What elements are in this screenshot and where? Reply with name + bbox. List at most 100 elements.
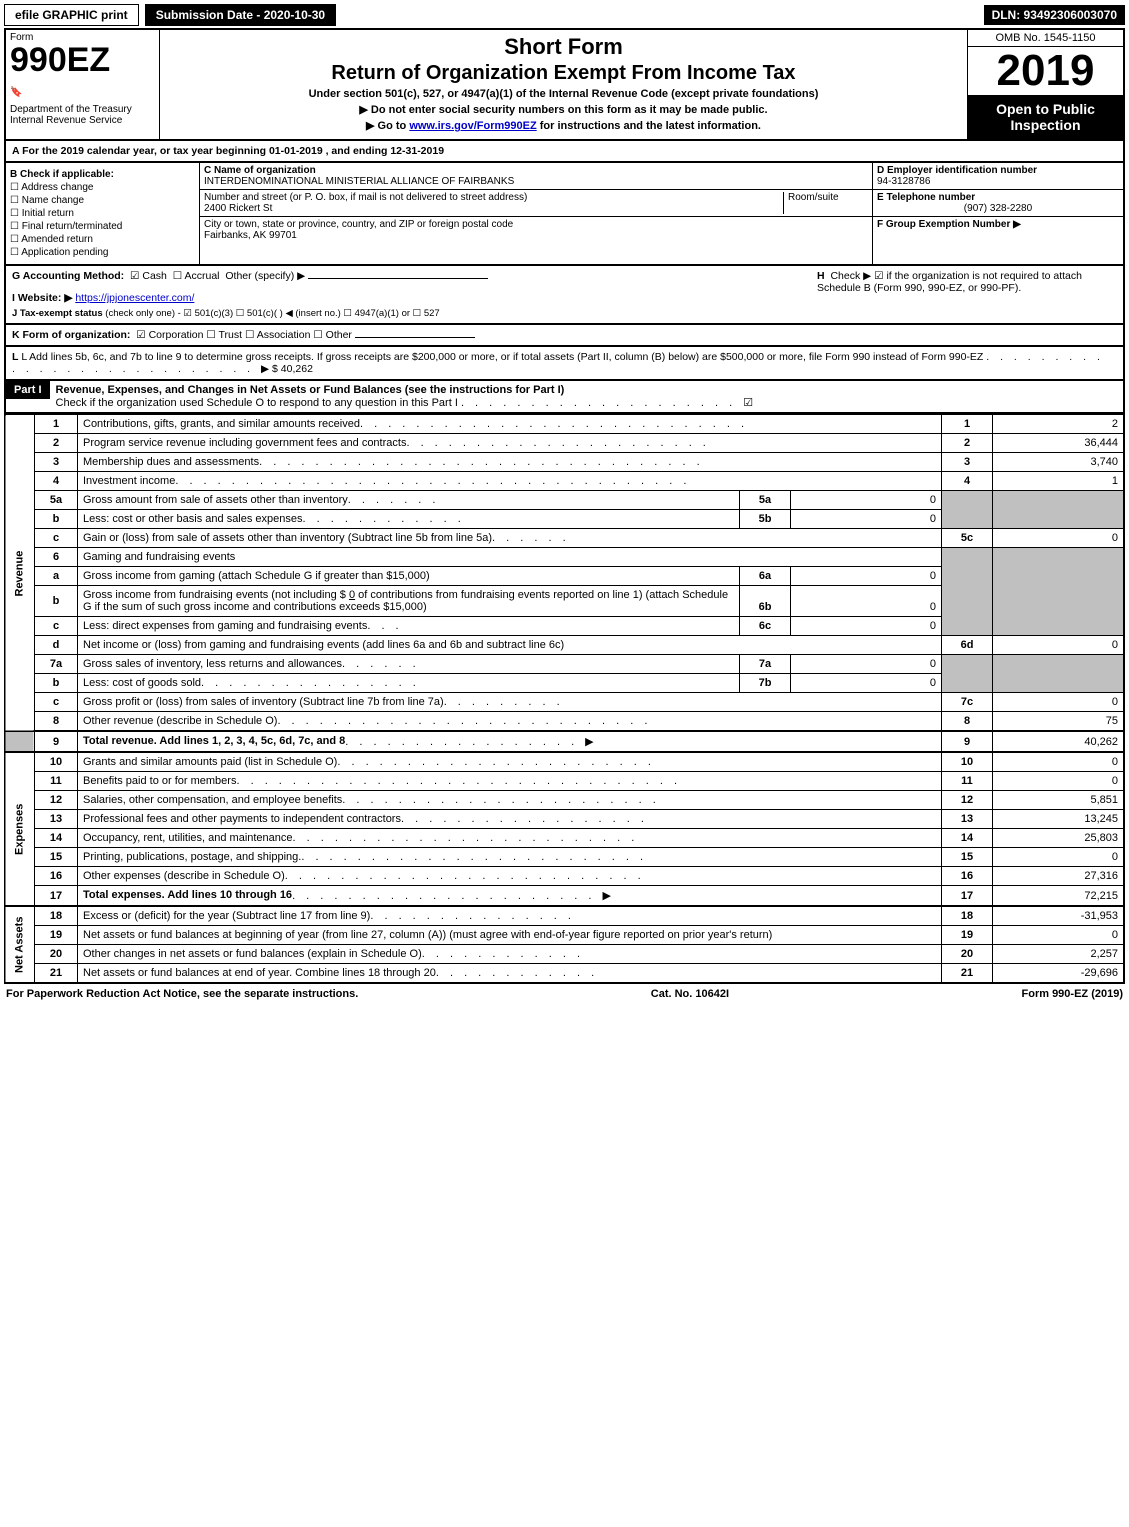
table-row: c Gross profit or (loss) from sales of i… <box>5 693 1124 712</box>
table-row: Revenue 1 Contributions, gifts, grants, … <box>5 415 1124 434</box>
c-city-label: City or town, state or province, country… <box>204 219 868 230</box>
room-suite-label: Room/suite <box>783 192 868 214</box>
form-number: 990EZ <box>10 43 155 77</box>
form-header: Form 990EZ 🔖 Department of the Treasury … <box>4 28 1125 141</box>
part-1-header: Part I Revenue, Expenses, and Changes in… <box>4 381 1125 414</box>
table-row: 4 Investment income. . . . . . . . . . .… <box>5 472 1124 491</box>
box-f-label: F Group Exemption Number ▶ <box>877 219 1021 230</box>
table-row: 20 Other changes in net assets or fund b… <box>5 945 1124 964</box>
section-expenses-label: Expenses <box>5 752 35 906</box>
table-row: 15 Printing, publications, postage, and … <box>5 848 1124 867</box>
ein-value: 94-3128786 <box>877 176 1119 187</box>
line-8-amount: 75 <box>993 712 1125 732</box>
dln-badge: DLN: 93492306003070 <box>984 5 1125 25</box>
tax-year: 2019 <box>968 47 1123 95</box>
table-row: 14 Occupancy, rent, utilities, and maint… <box>5 829 1124 848</box>
check-name-change[interactable]: ☐ Name change <box>10 195 195 206</box>
table-row: 9 Total revenue. Add lines 1, 2, 3, 4, 5… <box>5 731 1124 752</box>
line-17-amount: 72,215 <box>993 886 1125 907</box>
table-row: Net Assets 18 Excess or (deficit) for th… <box>5 906 1124 926</box>
line-1-amount: 2 <box>993 415 1125 434</box>
line-6b-amount: 0 <box>791 586 942 617</box>
goto-prefix: ▶ Go to <box>366 120 409 132</box>
efile-print-button[interactable]: efile GRAPHIC print <box>4 4 139 26</box>
irs-label: Internal Revenue Service <box>10 115 155 126</box>
website-link[interactable]: https://jpjonescenter.com/ <box>75 292 194 304</box>
check-application-pending[interactable]: ☐ Application pending <box>10 247 195 258</box>
org-name: INTERDENOMINATIONAL MINISTERIAL ALLIANCE… <box>204 176 868 187</box>
line-13-amount: 13,245 <box>993 810 1125 829</box>
schedule-o-checkbox[interactable]: ☑ <box>743 397 753 409</box>
table-row: 2 Program service revenue including gove… <box>5 434 1124 453</box>
paperwork-notice: For Paperwork Reduction Act Notice, see … <box>6 988 358 1000</box>
org-street: 2400 Rickert St <box>204 203 272 214</box>
line-11-amount: 0 <box>993 772 1125 791</box>
table-row: 13 Professional fees and other payments … <box>5 810 1124 829</box>
line-12-amount: 5,851 <box>993 791 1125 810</box>
box-k: K Form of organization: ☑ Corporation ☐ … <box>4 325 1125 347</box>
table-row: 7a Gross sales of inventory, less return… <box>5 655 1124 674</box>
omb-number: OMB No. 1545-1150 <box>968 30 1123 47</box>
box-b-title: B Check if applicable: <box>10 169 195 180</box>
check-amended-return[interactable]: ☐ Amended return <box>10 234 195 245</box>
box-g: G Accounting Method: ☑ Cash ☐ Accrual Ot… <box>12 270 807 282</box>
right-cell: OMB No. 1545-1150 2019 Open to Public In… <box>967 30 1123 139</box>
no-ssn-note: ▶ Do not enter social security numbers o… <box>168 103 959 116</box>
table-row: 5a Gross amount from sale of assets othe… <box>5 491 1124 510</box>
check-final-return[interactable]: ☐ Final return/terminated <box>10 221 195 232</box>
table-row: 11 Benefits paid to or for members. . . … <box>5 772 1124 791</box>
table-row: 16 Other expenses (describe in Schedule … <box>5 867 1124 886</box>
line-7b-amount: 0 <box>791 674 942 693</box>
top-bar: efile GRAPHIC print Submission Date - 20… <box>4 4 1125 26</box>
short-form-title: Short Form <box>168 34 959 60</box>
c-name-label: C Name of organization <box>204 165 868 176</box>
form-ref: Form 990-EZ (2019) <box>1022 988 1124 1000</box>
check-initial-return[interactable]: ☐ Initial return <box>10 208 195 219</box>
part-1-title: Revenue, Expenses, and Changes in Net As… <box>56 384 565 396</box>
line-10-amount: 0 <box>993 752 1125 772</box>
part-1-label: Part I <box>6 381 50 399</box>
table-row: d Net income or (loss) from gaming and f… <box>5 636 1124 655</box>
section-revenue-label: Revenue <box>5 415 35 732</box>
phone-value: (907) 328-2280 <box>877 203 1119 214</box>
c-street-label: Number and street (or P. O. box, if mail… <box>204 192 527 203</box>
dept-label: Department of the Treasury <box>10 104 155 115</box>
table-row: Expenses 10 Grants and similar amounts p… <box>5 752 1124 772</box>
line-7a-amount: 0 <box>791 655 942 674</box>
return-title: Return of Organization Exempt From Incom… <box>168 62 959 85</box>
table-row: 12 Salaries, other compensation, and emp… <box>5 791 1124 810</box>
table-row: 17 Total expenses. Add lines 10 through … <box>5 886 1124 907</box>
goto-link[interactable]: www.irs.gov/Form990EZ <box>409 120 536 132</box>
line-15-amount: 0 <box>993 848 1125 867</box>
box-d-label: D Employer identification number <box>877 165 1119 176</box>
line-9-amount: 40,262 <box>993 731 1125 752</box>
box-j: J Tax-exempt status (check only one) - ☑… <box>12 308 807 319</box>
other-specify: Other (specify) ▶ <box>225 270 305 282</box>
goto-note: ▶ Go to www.irs.gov/Form990EZ for instru… <box>168 119 959 132</box>
line-19-amount: 0 <box>993 926 1125 945</box>
check-address-change[interactable]: ☐ Address change <box>10 182 195 193</box>
table-row: 19 Net assets or fund balances at beginn… <box>5 926 1124 945</box>
lines-table: Revenue 1 Contributions, gifts, grants, … <box>4 414 1125 984</box>
table-row: 21 Net assets or fund balances at end of… <box>5 964 1124 984</box>
line-14-amount: 25,803 <box>993 829 1125 848</box>
line-5a-amount: 0 <box>791 491 942 510</box>
check-accrual[interactable]: ☐ Accrual <box>173 270 220 282</box>
box-c: C Name of organization INTERDENOMINATION… <box>200 163 872 264</box>
box-gh: G Accounting Method: ☑ Cash ☐ Accrual Ot… <box>4 266 1125 325</box>
line-3-amount: 3,740 <box>993 453 1125 472</box>
org-city: Fairbanks, AK 99701 <box>204 230 868 241</box>
line-5c-amount: 0 <box>993 529 1125 548</box>
cat-no: Cat. No. 10642I <box>651 988 729 1000</box>
line-a: A For the 2019 calendar year, or tax yea… <box>4 141 1125 163</box>
box-def: D Employer identification number 94-3128… <box>872 163 1123 264</box>
under-section: Under section 501(c), 527, or 4947(a)(1)… <box>168 88 959 100</box>
title-cell: Short Form Return of Organization Exempt… <box>160 30 967 139</box>
submission-date-button[interactable]: Submission Date - 2020-10-30 <box>145 4 336 26</box>
table-row: 6 Gaming and fundraising events <box>5 548 1124 567</box>
form-number-cell: Form 990EZ 🔖 Department of the Treasury … <box>6 30 160 139</box>
line-20-amount: 2,257 <box>993 945 1125 964</box>
info-block: B Check if applicable: ☐ Address change … <box>4 163 1125 266</box>
check-cash[interactable]: ☑ Cash <box>130 270 167 282</box>
line-2-amount: 36,444 <box>993 434 1125 453</box>
